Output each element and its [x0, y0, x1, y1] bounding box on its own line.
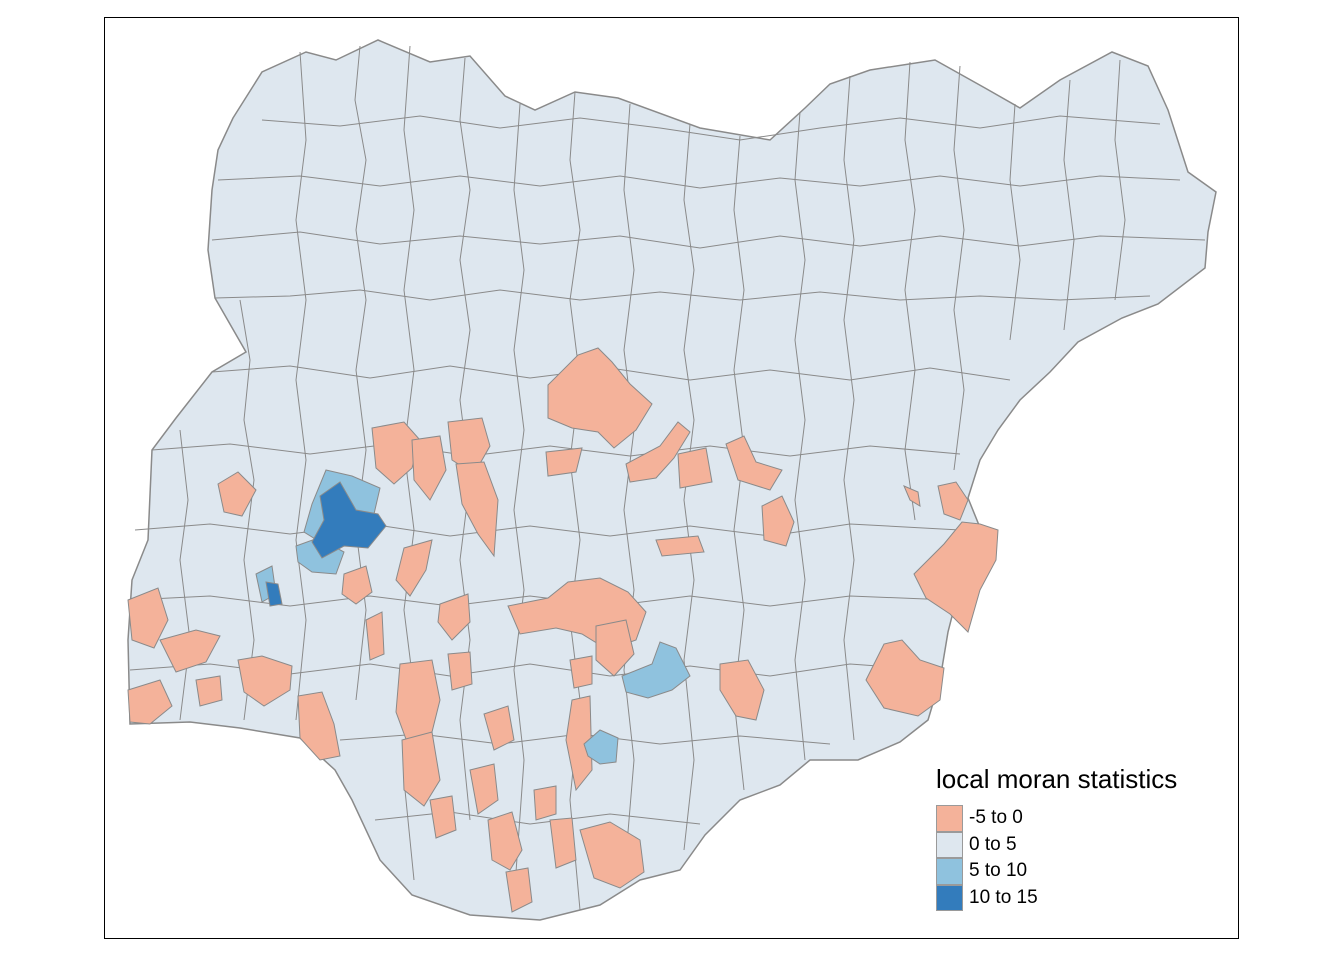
- legend-item: 5 to 10: [936, 858, 1226, 885]
- boundary-line: [217, 175, 1181, 189]
- region-negative: [127, 679, 173, 725]
- region-negative: [127, 587, 169, 649]
- boundary-line: [513, 103, 525, 901]
- region-negative: [533, 785, 557, 821]
- region-negative: [903, 485, 921, 507]
- boundary-line: [1063, 79, 1075, 331]
- region-negative: [195, 675, 223, 707]
- legend-title: local moran statistics: [936, 764, 1178, 794]
- region-high: [265, 581, 283, 607]
- boundary-line: [794, 111, 806, 761]
- map-legend: local moran statistics -5 to 0 0 to 5 5 …: [936, 764, 1226, 911]
- region-negative: [547, 347, 653, 449]
- boundary-line: [904, 61, 916, 521]
- boundary-line: [374, 811, 701, 825]
- region-mid: [583, 729, 619, 765]
- region-negative: [371, 421, 421, 485]
- legend-swatch: [936, 805, 963, 832]
- boundary-line: [1009, 103, 1021, 341]
- region-negative: [761, 495, 795, 547]
- region-negative: [913, 521, 999, 633]
- region-negative: [655, 535, 705, 557]
- region-negative: [447, 651, 473, 691]
- boundary-line: [214, 289, 1151, 301]
- region-negative: [595, 619, 635, 677]
- region-negative: [469, 763, 499, 815]
- legend-label: 5 to 10: [969, 860, 1028, 882]
- region-negative: [549, 817, 577, 869]
- region-negative: [365, 611, 385, 661]
- region-negative: [719, 659, 765, 721]
- legend-swatch: [936, 884, 963, 911]
- boundary-line: [843, 75, 855, 741]
- boundary-line: [295, 51, 307, 721]
- region-negative: [487, 811, 523, 871]
- region-negative: [217, 471, 257, 517]
- boundary-line: [134, 523, 961, 537]
- legend-label: 10 to 15: [969, 886, 1038, 908]
- region-mid: [621, 641, 691, 699]
- region-negative: [565, 695, 593, 792]
- legend-item: -5 to 0: [936, 805, 1226, 832]
- legend-item: 0 to 5: [936, 831, 1226, 858]
- region-negative: [341, 565, 373, 605]
- legend-label: -5 to 0: [969, 807, 1023, 829]
- region-negative: [455, 461, 499, 558]
- region-high: [311, 481, 387, 559]
- region-negative: [625, 421, 691, 483]
- region-negative: [865, 639, 945, 717]
- region-negative: [429, 795, 457, 839]
- boundary-line: [953, 65, 965, 471]
- region-negative: [545, 447, 583, 477]
- region-negative: [411, 435, 447, 501]
- region-negative: [677, 447, 713, 489]
- boundary-line: [1114, 59, 1126, 301]
- boundary-line: [239, 299, 255, 721]
- region-negative: [579, 821, 645, 889]
- boundary-line: [129, 595, 951, 607]
- legend-label: 0 to 5: [969, 833, 1017, 855]
- region-negative: [569, 655, 593, 689]
- region-negative: [505, 867, 533, 913]
- region-negative: [937, 481, 969, 521]
- classified-regions: [127, 347, 999, 913]
- region-negative: [159, 629, 221, 673]
- region-negative: [401, 731, 441, 807]
- region-negative: [447, 417, 491, 475]
- map-frame: [104, 17, 1239, 939]
- boundary-line: [261, 115, 1161, 141]
- region-negative: [483, 705, 515, 751]
- region-negative: [297, 691, 341, 761]
- region-negative: [395, 539, 433, 597]
- boundary-line: [151, 443, 961, 457]
- legend-item: 10 to 15: [936, 884, 1226, 911]
- legend-swatch: [936, 858, 963, 885]
- region-negative: [725, 435, 783, 491]
- region-negative: [437, 593, 471, 641]
- legend-swatch: [936, 831, 963, 858]
- boundary-line: [211, 231, 1206, 249]
- region-negative: [237, 655, 293, 707]
